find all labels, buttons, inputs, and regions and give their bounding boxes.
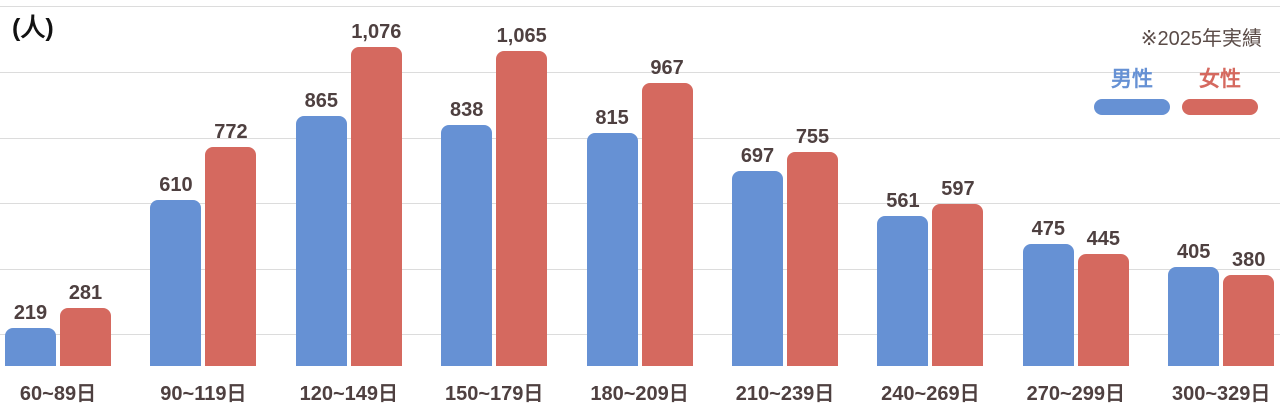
- value-label-female: 281: [68, 281, 103, 304]
- gridline: [0, 268, 1280, 270]
- bar-female: [496, 50, 548, 366]
- bar-female: [205, 146, 257, 366]
- legend-item-male: 男性: [1094, 69, 1170, 115]
- value-label-female: 772: [214, 120, 248, 143]
- x-axis-label: 120~149日: [299, 383, 398, 405]
- legend-item-female: 女性: [1182, 69, 1258, 115]
- bar-male: [295, 116, 347, 366]
- y-axis-unit-label: (人): [12, 14, 54, 42]
- value-label-male: 838: [450, 99, 484, 121]
- x-axis-label: 180~209日: [590, 383, 689, 405]
- annotation-note: ※2025年実績: [1140, 28, 1262, 50]
- value-label-female: 380: [1232, 249, 1266, 272]
- value-label-female: 597: [941, 178, 975, 200]
- x-axis-label: 90~119日: [160, 383, 247, 405]
- x-axis-label: 210~239日: [735, 383, 835, 405]
- value-label-male: 405: [1177, 241, 1211, 263]
- gridline: [0, 334, 1280, 336]
- gridline: [0, 203, 1280, 205]
- gridline: [0, 6, 1280, 8]
- value-label-female: 755: [795, 126, 830, 149]
- value-label-male: 865: [304, 90, 338, 113]
- legend-swatch-female: [1182, 99, 1258, 115]
- bar-female: [350, 47, 402, 366]
- value-label-male: 475: [1031, 218, 1065, 240]
- x-axis-label: 270~299日: [1026, 383, 1125, 405]
- bar-male: [150, 199, 202, 366]
- value-label-male: 815: [595, 106, 629, 129]
- x-axis-label: 60~89日: [19, 383, 97, 405]
- x-axis-label: 150~179日: [444, 383, 544, 405]
- bar-female: [1077, 253, 1129, 366]
- value-label-female: 1,076: [351, 21, 402, 43]
- bar-male: [5, 328, 56, 366]
- bar-female: [1223, 275, 1275, 366]
- legend: 男性 女性: [1094, 69, 1258, 115]
- value-label-female: 1,065: [496, 24, 547, 47]
- gridline: [0, 137, 1280, 139]
- legend-label-male: 男性: [1111, 68, 1153, 91]
- value-label-male: 219: [13, 302, 48, 324]
- x-axis-label: 300~329日: [1171, 383, 1271, 405]
- bar-male: [1022, 244, 1074, 366]
- gridline: [0, 71, 1280, 73]
- value-label-male: 697: [740, 145, 775, 168]
- value-label-female: 967: [650, 56, 684, 79]
- value-label-male: 561: [886, 189, 920, 212]
- bar-male: [732, 171, 783, 366]
- bar-female: [641, 82, 693, 366]
- value-label-male: 610: [159, 173, 193, 196]
- bar-male: [441, 125, 493, 366]
- bar-female: [932, 204, 984, 366]
- bar-male: [1168, 267, 1220, 366]
- bar-male: [586, 132, 638, 366]
- bar-male: [877, 215, 929, 366]
- value-label-female: 445: [1086, 227, 1120, 250]
- x-axis-label: 240~269日: [881, 383, 980, 405]
- bar-female: [787, 152, 838, 366]
- legend-swatch-male: [1094, 99, 1170, 115]
- bar-female: [60, 307, 111, 366]
- legend-label-female: 女性: [1199, 68, 1241, 91]
